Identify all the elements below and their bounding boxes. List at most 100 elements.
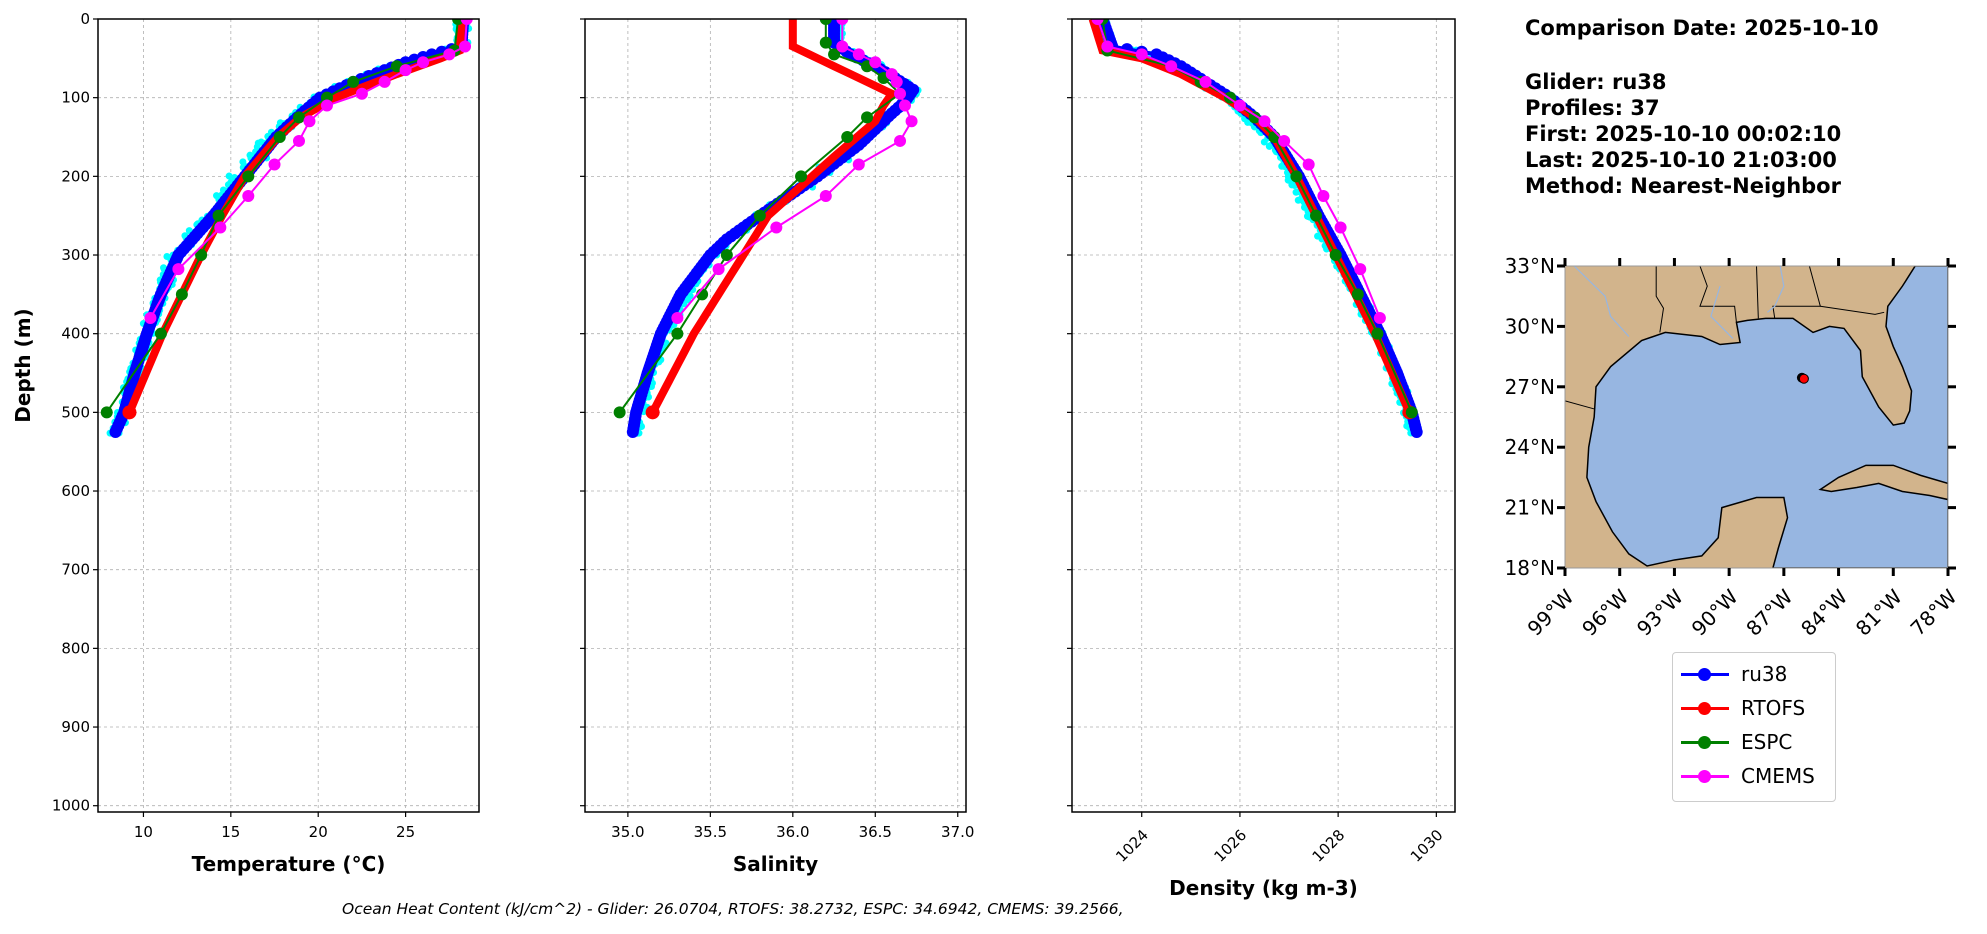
series-cmems bbox=[671, 19, 918, 324]
data-point bbox=[417, 56, 430, 69]
legend-swatch bbox=[1681, 769, 1729, 783]
y-tick-label: 900 bbox=[61, 718, 90, 736]
data-point bbox=[1258, 115, 1271, 128]
series-line bbox=[113, 19, 466, 433]
data-point bbox=[1278, 134, 1291, 147]
grid bbox=[585, 18, 966, 812]
glider-profiles bbox=[1091, 19, 1422, 437]
x-tick-label: 35.0 bbox=[611, 823, 644, 841]
data-point bbox=[613, 406, 626, 419]
data-point bbox=[1373, 311, 1386, 324]
data-point bbox=[1410, 426, 1423, 439]
y-tick-label: 800 bbox=[61, 639, 90, 657]
data-point bbox=[1199, 75, 1212, 88]
data-point bbox=[443, 48, 456, 61]
panel-2: 35.0 35.5 36.0 36.5 37.0 Salinity bbox=[580, 18, 974, 876]
data-point bbox=[671, 311, 684, 324]
data-point bbox=[292, 111, 305, 124]
data-point bbox=[212, 209, 225, 222]
x-tick-label: 35.5 bbox=[694, 823, 727, 841]
panel-1: 10 15 20 25 0 100 200 300 400 500 600 700 800 900 1000… bbox=[11, 10, 480, 876]
profile-point bbox=[246, 151, 254, 159]
data-point bbox=[399, 64, 412, 77]
x-tick-label: 36.5 bbox=[859, 823, 892, 841]
data-point bbox=[861, 111, 874, 124]
lon-tick-label: 93°W bbox=[1632, 584, 1688, 640]
data-point bbox=[1091, 19, 1104, 25]
data-point bbox=[268, 158, 281, 171]
series-line bbox=[1100, 19, 1419, 433]
river-line bbox=[1573, 266, 1630, 337]
axes-frame bbox=[1071, 18, 1456, 813]
data-point bbox=[1233, 99, 1246, 112]
data-point bbox=[109, 426, 122, 439]
gulf-of-mexico bbox=[1586, 266, 1948, 568]
data-point bbox=[303, 115, 316, 128]
lon-tick-label: 96°W bbox=[1577, 584, 1633, 640]
profile-point bbox=[1292, 188, 1300, 196]
x-tick-label: 1028 bbox=[1309, 826, 1349, 866]
legend-item-cmems: CMEMS bbox=[1681, 761, 1815, 791]
series-ru38 bbox=[1096, 19, 1423, 439]
data-point bbox=[1317, 190, 1330, 203]
series-line bbox=[1101, 19, 1413, 413]
location-map: 18°N 21°N 24°N 27°N 30°N 33°N 99°W96°W93°W90°W… bbox=[1505, 254, 1962, 641]
data-point bbox=[122, 405, 137, 420]
legend-label: CMEMS bbox=[1741, 764, 1815, 788]
data-point bbox=[144, 311, 157, 324]
profile-point bbox=[225, 172, 233, 180]
border-line bbox=[1565, 400, 1595, 410]
legend-item-rtofs: RTOFS bbox=[1681, 693, 1805, 723]
legend-swatch bbox=[1681, 701, 1729, 715]
data-point bbox=[894, 87, 907, 100]
data-point bbox=[645, 405, 660, 420]
data-point bbox=[795, 170, 808, 183]
lon-tick-label: 99°W bbox=[1523, 584, 1579, 640]
last-time: Last: 2025-10-10 21:03:00 bbox=[1525, 148, 1837, 172]
data-point bbox=[214, 221, 227, 234]
data-point bbox=[894, 134, 907, 147]
profile-point bbox=[160, 264, 168, 272]
series-cmems bbox=[1091, 19, 1386, 324]
data-point bbox=[712, 263, 725, 276]
data-point bbox=[172, 263, 185, 276]
lat-tick-label: 24°N bbox=[1505, 435, 1555, 459]
data-point bbox=[836, 40, 849, 53]
series-espc bbox=[100, 19, 465, 419]
data-point bbox=[175, 288, 188, 301]
y-tick-label: 400 bbox=[61, 325, 90, 343]
data-point bbox=[836, 19, 849, 25]
x-tick-label: 15 bbox=[221, 823, 240, 841]
data-point bbox=[753, 209, 766, 222]
series-line bbox=[105, 19, 460, 413]
y-tick-label: 200 bbox=[61, 167, 90, 185]
axes-frame bbox=[97, 18, 480, 813]
x-tick-label: 25 bbox=[396, 823, 415, 841]
legend-swatch bbox=[1681, 735, 1729, 749]
x-tick-label: 36.0 bbox=[776, 823, 809, 841]
y-tick-label: 300 bbox=[61, 246, 90, 264]
plot-area bbox=[100, 19, 473, 439]
method: Method: Nearest-Neighbor bbox=[1525, 174, 1841, 198]
data-point bbox=[154, 327, 167, 340]
data-point bbox=[828, 48, 841, 61]
axes-frame bbox=[584, 18, 967, 813]
profile-count: Profiles: 37 bbox=[1525, 96, 1660, 120]
legend-label: RTOFS bbox=[1741, 696, 1806, 720]
data-point bbox=[100, 406, 113, 419]
x-tick-label: 37.0 bbox=[941, 823, 974, 841]
data-point bbox=[671, 327, 684, 340]
series-rtofs bbox=[645, 19, 898, 420]
data-point bbox=[242, 170, 255, 183]
series-line bbox=[649, 19, 898, 415]
border-line bbox=[1820, 305, 1885, 315]
y-tick-label: 600 bbox=[61, 482, 90, 500]
data-point bbox=[1101, 40, 1114, 53]
lon-tick-label: 78°W bbox=[1906, 584, 1962, 640]
data-point bbox=[460, 19, 473, 25]
data-point bbox=[242, 190, 255, 203]
legend-item-espc: ESPC bbox=[1681, 727, 1792, 757]
x-tick-label: 20 bbox=[309, 823, 328, 841]
data-point bbox=[1351, 288, 1364, 301]
